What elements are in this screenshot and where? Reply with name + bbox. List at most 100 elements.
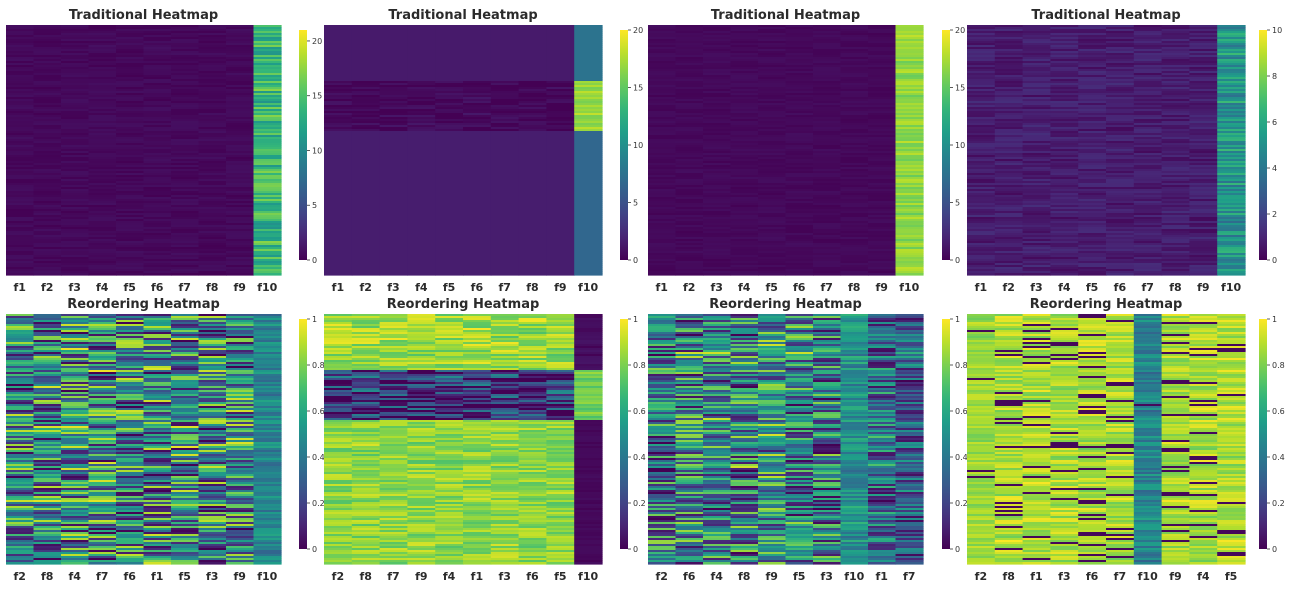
heatmap-cell: [785, 183, 814, 186]
heatmap-cell: [226, 273, 255, 276]
heatmap-cell: [143, 201, 172, 204]
heatmap-cell: [840, 209, 869, 212]
heatmap-cell: [379, 201, 408, 204]
heatmap-cell: [994, 171, 1024, 174]
heatmap-cell: [88, 113, 117, 116]
heatmap-cell: [226, 119, 255, 122]
heatmap-cell: [518, 155, 547, 158]
heatmap-cell: [435, 269, 464, 272]
heatmap-cell: [116, 43, 145, 46]
heatmap-cell: [1078, 131, 1107, 134]
heatmap-cell: [1189, 209, 1218, 212]
heatmap-cell: [840, 77, 869, 80]
heatmap-cell: [143, 107, 172, 110]
heatmap-cell: [490, 81, 520, 84]
heatmap-cell: [574, 107, 603, 110]
heatmap-cell: [868, 85, 897, 88]
heatmap-cell: [171, 91, 200, 94]
heatmap-cell: [518, 111, 547, 114]
heatmap-cell: [33, 171, 62, 174]
heatmap-cell: [407, 85, 436, 88]
heatmap-cell: [994, 151, 1024, 154]
heatmap-cell: [143, 211, 172, 214]
heatmap-cell: [253, 155, 282, 158]
heatmap-cell: [868, 195, 897, 198]
heatmap-cell: [967, 255, 996, 258]
heatmap-cell: [758, 121, 787, 124]
heatmap-cell: [1217, 225, 1246, 228]
heatmap-cell: [994, 117, 1024, 120]
heatmap-cell: [675, 31, 704, 34]
heatmap-cell: [407, 61, 436, 64]
heatmap-cell: [490, 97, 520, 100]
heatmap-cell: [435, 59, 464, 62]
heatmap-cell: [1189, 237, 1218, 240]
heatmap-cell: [703, 209, 732, 212]
heatmap-cell: [703, 183, 732, 186]
heatmap-cell: [895, 251, 924, 254]
heatmap-cell: [490, 103, 520, 106]
heatmap-cell: [518, 207, 547, 210]
heatmap-cell: [895, 49, 924, 52]
heatmap-cell: [648, 77, 677, 80]
heatmap-cell: [730, 245, 759, 248]
heatmap-cell: [675, 113, 704, 116]
heatmap-cell: [758, 219, 787, 222]
heatmap-cell: [171, 169, 200, 172]
heatmap-cell: [675, 105, 704, 108]
heatmap-cell: [785, 253, 814, 256]
heatmap-cell: [351, 93, 381, 96]
heatmap-cell: [116, 63, 145, 66]
heatmap-cell: [648, 103, 677, 106]
heatmap-cell: [518, 175, 547, 178]
heatmap-cell: [675, 59, 704, 62]
heatmap-cell: [574, 157, 603, 160]
heatmap-cell: [88, 99, 117, 102]
heatmap-cell: [546, 271, 575, 274]
heatmap-cell: [574, 75, 603, 78]
heatmap-cell: [895, 97, 924, 100]
heatmap-cell: [253, 31, 282, 34]
heatmap-cell: [116, 59, 145, 62]
heatmap-cell: [1133, 117, 1163, 120]
heatmap-cell: [840, 129, 869, 132]
heatmap-cell: [1133, 79, 1163, 82]
heatmap-cell: [518, 235, 547, 238]
heatmap-cell: [675, 25, 704, 28]
heatmap-cell: [1133, 219, 1163, 222]
heatmap-cell: [198, 201, 227, 204]
heatmap-cell: [116, 273, 145, 276]
heatmap-cell: [967, 191, 996, 194]
heatmap-cell: [1161, 115, 1190, 118]
heatmap-cell: [61, 87, 90, 90]
heatmap-cell: [116, 133, 145, 136]
heatmap-cell: [1217, 81, 1246, 84]
heatmap-cell: [226, 135, 255, 138]
heatmap-cell: [1161, 97, 1190, 100]
x-tick-label: f1: [656, 281, 668, 294]
heatmap-cell: [171, 153, 200, 156]
heatmap-cell: [895, 193, 924, 196]
heatmap-cell: [171, 237, 200, 240]
heatmap-cell: [1078, 139, 1107, 142]
heatmap-cell: [463, 197, 492, 200]
heatmap-cell: [648, 47, 677, 50]
heatmap-cell: [463, 99, 492, 102]
heatmap-cell: [648, 205, 677, 208]
heatmap-cell: [574, 229, 603, 232]
heatmap-cell: [88, 161, 117, 164]
heatmap-cell: [351, 229, 381, 232]
heatmap-cell: [1078, 151, 1107, 154]
heatmap-cell: [6, 25, 35, 28]
heatmap-cell: [226, 171, 255, 174]
heatmap-cell: [407, 171, 436, 174]
heatmap-cell: [967, 201, 996, 204]
heatmap-cell: [546, 133, 575, 136]
heatmap-cell: [143, 259, 172, 262]
heatmap-cell: [730, 125, 759, 128]
heatmap-cell: [1217, 43, 1246, 46]
heatmap-cell: [546, 179, 575, 182]
heatmap-cell: [785, 267, 814, 270]
heatmap-cell: [324, 61, 353, 64]
heatmap-cell: [351, 195, 381, 198]
